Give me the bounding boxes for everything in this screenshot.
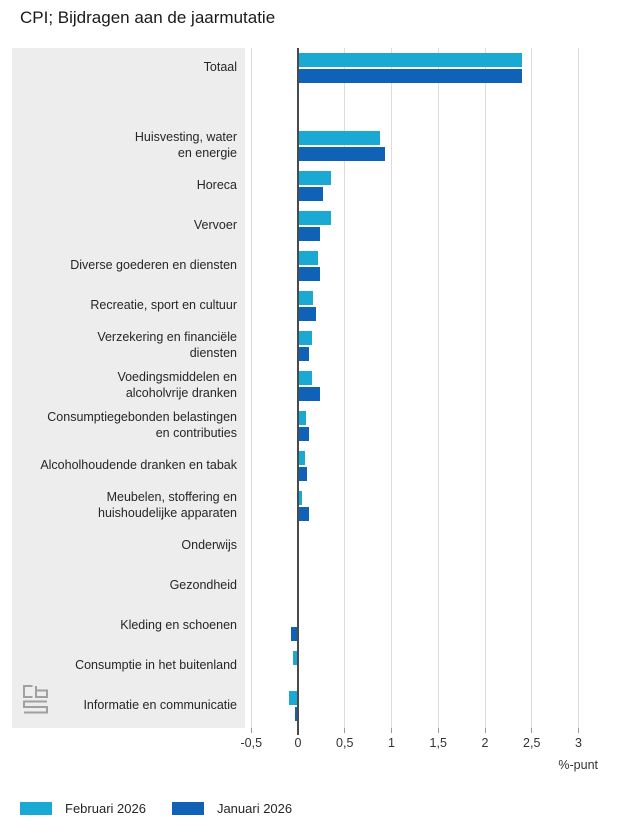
bar — [298, 267, 321, 281]
x-axis: -0,5 0 0,5 1 1,5 2 2,5 3 — [240, 736, 616, 752]
zero-axis-line — [297, 48, 299, 735]
legend-item-februari: Februari 2026 — [20, 801, 146, 816]
bar — [298, 53, 523, 67]
bar — [298, 387, 320, 401]
axis-tick-mark — [484, 728, 486, 733]
category-label: Onderwijs — [181, 538, 237, 553]
axis-tick-mark — [250, 728, 252, 733]
legend-label: Januari 2026 — [216, 801, 293, 816]
bar — [298, 69, 523, 83]
legend-swatch-januari-icon — [171, 802, 204, 815]
gridline — [250, 48, 252, 728]
x-tick-label: 0 — [294, 736, 302, 750]
bar — [298, 187, 324, 201]
axis-tick-mark — [437, 728, 439, 733]
bar — [293, 651, 298, 665]
bar — [298, 227, 321, 241]
bar — [298, 211, 331, 225]
category-label: Voedingsmiddelen en alcoholvrije dranken — [117, 370, 237, 400]
gridline — [344, 48, 346, 728]
legend-swatch-februari-icon — [20, 802, 52, 815]
cbs-logo-icon — [23, 685, 48, 714]
bar — [290, 627, 298, 641]
category-label: Gezondheid — [169, 578, 237, 593]
plot-area — [246, 48, 616, 735]
bar — [298, 451, 306, 465]
bar — [298, 467, 308, 481]
category-labels-panel: Totaal Huisvesting, water en energie Horec… — [12, 48, 245, 728]
x-axis-unit-label: %-punt — [558, 758, 598, 772]
bar — [298, 491, 302, 505]
x-tick-label: 0,5 — [336, 736, 354, 750]
category-label: Recreatie, sport en cultuur — [90, 298, 237, 313]
x-tick-label: 2,5 — [523, 736, 541, 750]
axis-tick-mark — [578, 728, 579, 733]
axis-tick-mark — [391, 728, 392, 733]
x-tick-label: 1 — [388, 736, 395, 750]
axis-tick-mark — [344, 728, 346, 733]
bar — [298, 147, 385, 161]
category-label: Totaal — [203, 60, 237, 75]
bar — [298, 507, 310, 521]
chart-title: CPI; Bijdragen aan de jaarmutatie — [20, 8, 276, 27]
bar — [298, 347, 310, 361]
gridline — [437, 48, 439, 728]
bar — [298, 171, 331, 185]
bar — [298, 427, 310, 441]
bar — [298, 251, 318, 265]
category-label: Huisvesting, water en energie — [134, 130, 237, 160]
category-label: Verzekering en financiële diensten — [97, 330, 237, 360]
category-label: Informatie en communicatie — [83, 698, 237, 713]
category-label: Consumptiegebonden belastingen en contri… — [47, 410, 237, 440]
bar — [298, 331, 313, 345]
bar — [295, 707, 298, 721]
x-tick-label: 1,5 — [429, 736, 447, 750]
bar — [288, 691, 298, 705]
category-label: Alcoholhoudende dranken en tabak — [40, 458, 237, 473]
x-tick-label: -0,5 — [240, 736, 263, 750]
bar — [298, 411, 307, 425]
x-tick-label: 2 — [481, 736, 489, 750]
legend: Februari 2026 Januari 2026 — [20, 801, 292, 816]
category-label: Consumptie in het buitenland — [75, 658, 237, 673]
bar — [298, 291, 313, 305]
bar — [298, 131, 381, 145]
legend-item-januari: Januari 2026 — [171, 801, 293, 816]
category-label: Kleding en schoenen — [120, 618, 237, 633]
gridline — [484, 48, 486, 728]
category-label: Diverse goederen en diensten — [70, 258, 237, 273]
bar — [298, 371, 313, 385]
axis-tick-mark — [531, 728, 533, 733]
gridline — [391, 48, 392, 728]
category-label: Horeca — [196, 178, 237, 193]
bar — [298, 307, 316, 321]
gridline — [578, 48, 579, 728]
legend-label: Februari 2026 — [65, 801, 146, 816]
category-label: Vervoer — [193, 218, 237, 233]
gridline — [531, 48, 533, 728]
category-label: Meubelen, stoffering en huishoudelijke a… — [98, 490, 237, 520]
x-tick-label: 3 — [575, 736, 582, 750]
